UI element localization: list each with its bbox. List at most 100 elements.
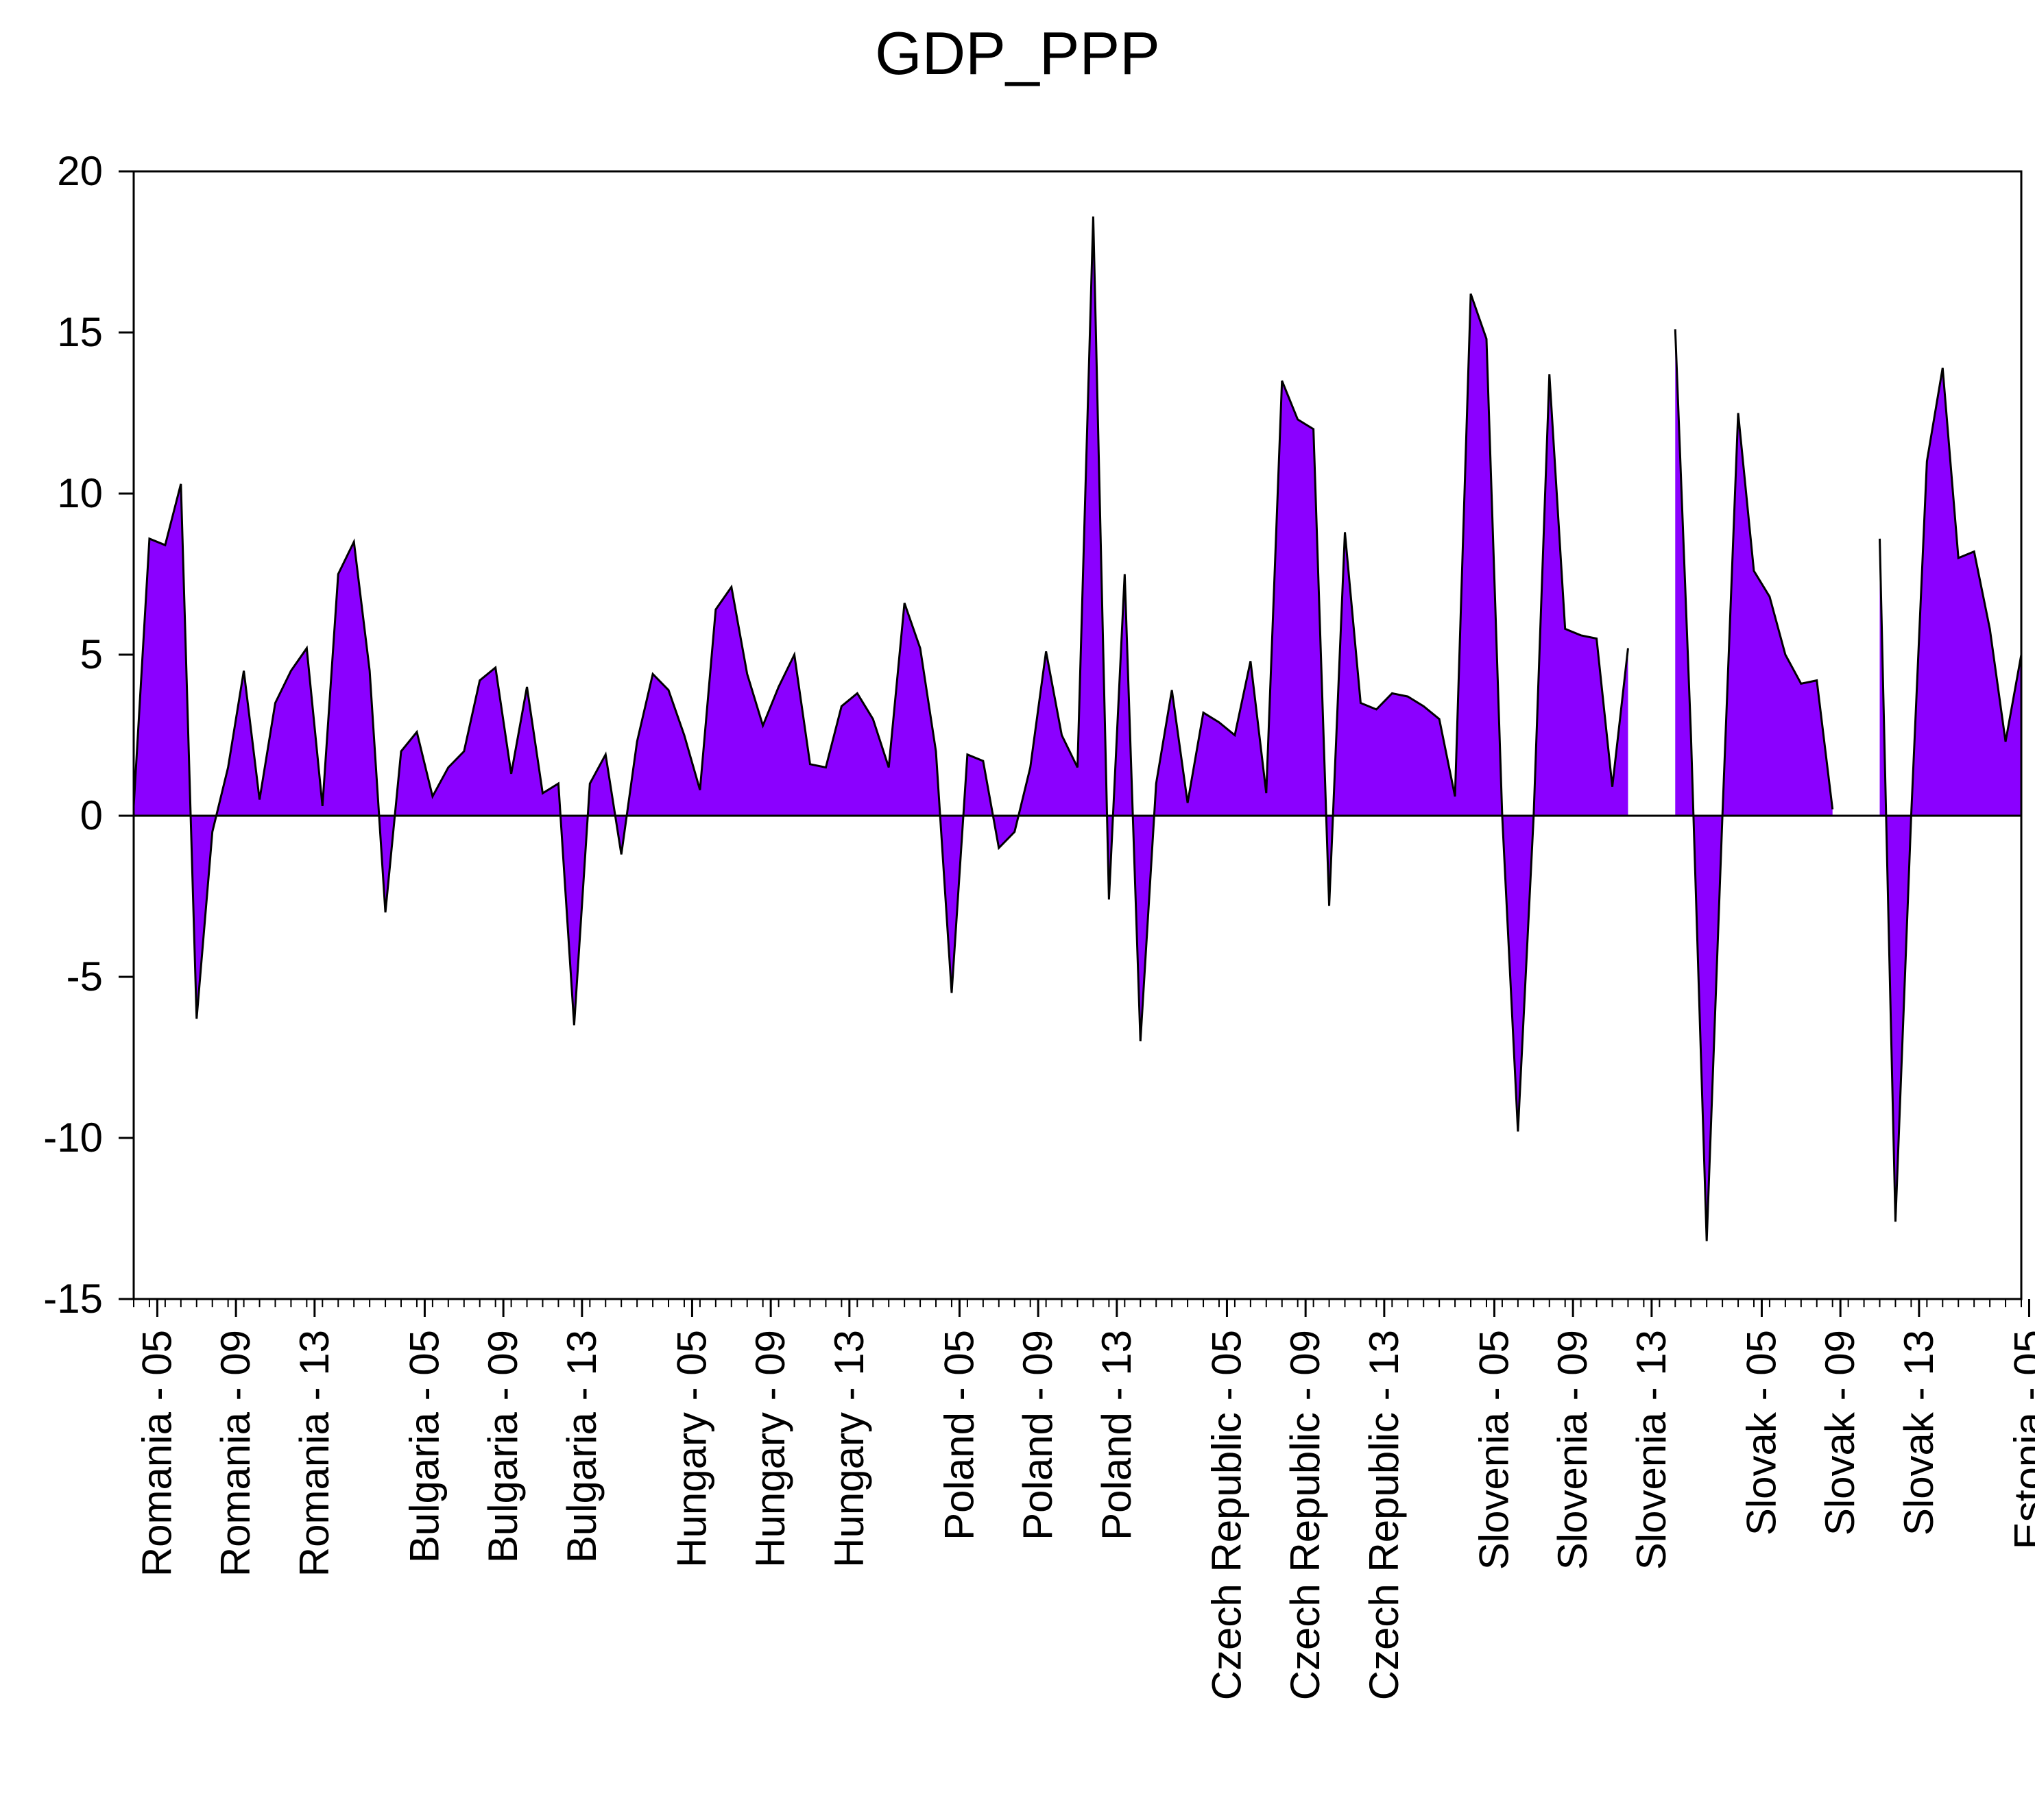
x-tick-label: Estonia - 05	[2006, 1330, 2035, 1549]
y-tick-label: -10	[43, 1115, 103, 1161]
data-point	[1202, 712, 1205, 714]
data-point	[1092, 215, 1094, 218]
data-point	[1784, 653, 1787, 656]
data-point	[1186, 801, 1189, 804]
data-point	[1596, 638, 1598, 640]
data-point	[950, 992, 953, 995]
data-point	[935, 750, 937, 753]
data-area-layer	[132, 215, 2023, 1242]
x-tick-label: Romania - 05	[134, 1330, 180, 1577]
x-tick-label: Romania - 09	[213, 1330, 258, 1577]
data-point	[1265, 792, 1268, 794]
area-segment-3	[1879, 367, 2021, 1222]
data-point	[1045, 650, 1048, 653]
data-point	[1107, 898, 1110, 901]
x-tick-label: Slovenia - 09	[1550, 1330, 1596, 1570]
data-point	[1454, 795, 1456, 798]
series-line-segment-1	[132, 216, 1629, 1132]
data-point	[148, 537, 151, 540]
x-tick-label: Slovak - 05	[1738, 1330, 1784, 1536]
data-point	[1375, 708, 1377, 711]
data-point	[557, 782, 559, 785]
y-tick-label: 0	[80, 792, 103, 838]
data-point	[258, 799, 261, 801]
data-point	[305, 647, 308, 650]
data-point	[762, 724, 764, 727]
data-point	[1800, 682, 1803, 685]
data-point	[526, 685, 529, 688]
data-point	[321, 805, 324, 808]
data-point	[667, 689, 670, 692]
data-point	[1564, 627, 1567, 630]
series-line-segment-2	[1674, 329, 1834, 1241]
data-point	[180, 483, 182, 485]
data-point	[1689, 734, 1692, 737]
data-point	[1737, 412, 1739, 415]
data-point	[683, 734, 686, 737]
data-point	[903, 602, 906, 605]
data-point	[604, 753, 607, 756]
data-point	[289, 670, 292, 672]
data-point	[1013, 831, 1016, 834]
data-point	[274, 702, 276, 705]
data-point	[966, 753, 969, 756]
data-point	[1249, 659, 1252, 662]
data-point	[887, 766, 890, 769]
data-point	[1831, 808, 1834, 811]
data-point	[195, 1017, 198, 1020]
x-tick-label: Bulgaria - 13	[559, 1330, 605, 1563]
x-tick-label: Hungary - 05	[669, 1330, 714, 1568]
data-point	[730, 585, 733, 588]
data-point	[1422, 705, 1425, 707]
data-point	[808, 763, 811, 766]
x-tick-label: Hungary - 09	[747, 1330, 793, 1568]
data-point	[352, 541, 355, 544]
data-point	[714, 608, 717, 611]
data-point	[1517, 1130, 1519, 1133]
data-point	[1485, 337, 1488, 340]
y-tick-label: 5	[80, 631, 103, 677]
x-tick-label: Poland - 09	[1015, 1330, 1061, 1540]
data-point	[871, 718, 874, 720]
y-tick-label: 15	[57, 309, 103, 355]
data-point	[1344, 531, 1347, 533]
data-point	[227, 766, 230, 769]
data-point	[1816, 679, 1818, 682]
data-point	[982, 760, 985, 762]
data-point	[541, 792, 544, 794]
x-tick-label: Czech Republic - 13	[1361, 1330, 1407, 1700]
x-axis: Romania - 05 Romania - 09 Romania - 13 Bulg…	[133, 1299, 2035, 1700]
x-tick-label: Czech Republic - 09	[1282, 1330, 1328, 1700]
data-point	[510, 773, 513, 775]
data-point	[1390, 692, 1393, 694]
data-point	[1469, 293, 1472, 295]
data-point	[778, 685, 780, 688]
data-point	[1139, 1040, 1142, 1043]
data-point	[1061, 734, 1063, 737]
data-point	[824, 766, 827, 769]
data-point	[1879, 537, 1881, 540]
data-point	[1155, 782, 1157, 785]
data-point	[699, 788, 701, 791]
data-point	[1233, 734, 1236, 737]
data-point	[400, 750, 402, 753]
data-point	[1359, 702, 1362, 705]
data-point	[651, 672, 654, 675]
data-point	[998, 847, 1000, 849]
data-point	[1029, 766, 1032, 769]
data-point	[1941, 367, 1944, 369]
y-tick-label: 10	[57, 470, 103, 516]
data-point	[1988, 627, 1991, 630]
y-tick-label: 20	[57, 148, 103, 194]
y-tick-label: -5	[67, 954, 103, 999]
data-point	[447, 766, 450, 769]
data-point	[2004, 740, 2007, 743]
data-point	[1894, 1220, 1896, 1223]
data-point	[840, 705, 843, 707]
data-point	[1705, 1239, 1708, 1242]
data-point	[1753, 570, 1755, 572]
data-point	[368, 670, 371, 672]
data-point	[1406, 695, 1409, 698]
data-point	[1580, 634, 1582, 637]
